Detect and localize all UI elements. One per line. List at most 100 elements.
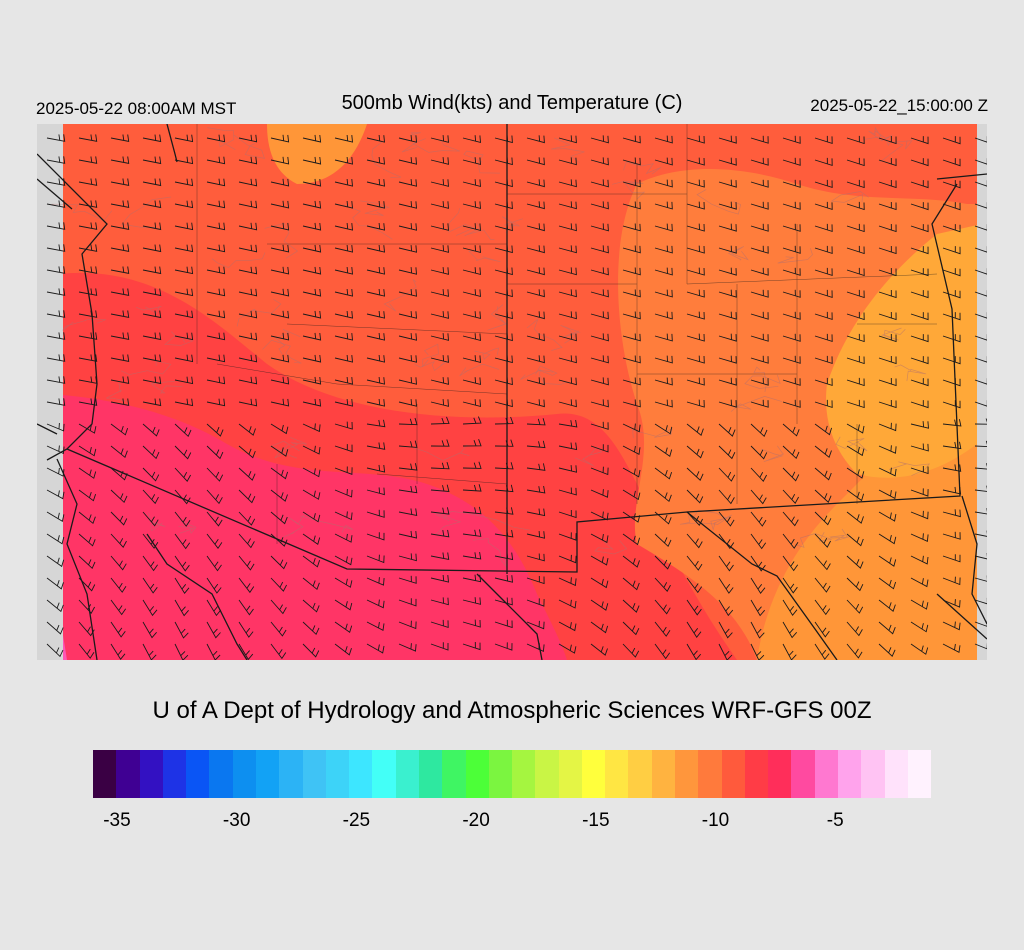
wind-barb — [878, 311, 897, 321]
wind-barb — [206, 599, 222, 617]
wind-barb — [398, 135, 418, 143]
wind-barb — [206, 354, 226, 363]
wind-barb — [206, 577, 222, 594]
colorbar-swatch — [675, 750, 699, 798]
wind-barb — [590, 289, 609, 298]
terrain-contour — [594, 540, 628, 555]
wind-barb — [334, 222, 354, 231]
wind-barb — [142, 621, 157, 639]
wind-barb — [526, 377, 545, 386]
terrain-contour — [744, 374, 781, 389]
colorbar-swatch — [395, 750, 419, 798]
wind-barb — [302, 467, 321, 478]
wind-barb — [750, 201, 769, 210]
wind-barb — [270, 134, 290, 143]
wind-barb — [782, 643, 797, 660]
wind-barb — [78, 533, 96, 547]
wind-barb — [782, 423, 800, 437]
colorbar-swatch — [139, 750, 163, 798]
terrain-contour — [300, 515, 354, 533]
wind-barb — [654, 245, 673, 254]
wind-barb — [878, 621, 896, 635]
wind-barb — [686, 467, 704, 481]
wind-barb — [398, 201, 418, 209]
temp-region-cold-pink — [47, 394, 567, 660]
wind-barb — [462, 377, 482, 385]
wind-barb — [302, 555, 321, 568]
wind-barb — [398, 289, 418, 297]
wind-barb — [142, 310, 162, 319]
wind-barb — [334, 288, 354, 297]
wind-barb — [590, 466, 609, 476]
wind-barb — [942, 599, 961, 608]
terrain-contour — [121, 196, 172, 228]
wind-barb — [974, 508, 987, 515]
wind-barb — [206, 310, 226, 319]
wind-barb — [974, 224, 987, 231]
wind-barb — [430, 223, 450, 231]
wind-barb — [206, 621, 221, 639]
wind-barb — [718, 355, 737, 364]
wind-barb — [910, 246, 929, 255]
wind-barb — [174, 134, 194, 143]
terrain-contour — [279, 437, 307, 454]
wind-barb — [558, 465, 578, 473]
wind-barb — [622, 245, 641, 254]
wind-barb — [622, 289, 641, 298]
wind-barb — [846, 511, 864, 524]
colorbar-swatch — [442, 750, 466, 798]
wind-barb — [238, 244, 258, 253]
wind-barb — [558, 135, 577, 144]
wind-barb — [590, 355, 609, 364]
wind-barb — [686, 157, 705, 166]
wind-barb — [334, 134, 354, 143]
wind-barb — [590, 179, 609, 188]
wind-barb — [302, 577, 320, 591]
wind-barb — [814, 423, 833, 436]
terrain-contour — [696, 189, 742, 215]
colorbar-swatch — [744, 750, 769, 798]
wind-barb — [174, 332, 194, 341]
colorbar-swatch — [698, 750, 722, 798]
wind-barb — [814, 555, 831, 571]
wind-barb — [558, 599, 577, 609]
wind-barb — [558, 532, 577, 541]
wind-barb — [206, 511, 223, 527]
terrain-contour — [888, 461, 931, 476]
wind-barb — [590, 135, 609, 144]
terrain-contour — [794, 532, 832, 548]
wind-barb — [814, 467, 832, 481]
temp-region-warm-north — [267, 124, 367, 184]
wind-barb — [270, 489, 288, 502]
terrain-contour — [632, 428, 673, 439]
wind-barb — [46, 398, 66, 406]
colorbar-tick-label: -25 — [342, 810, 371, 831]
wind-barb — [910, 533, 929, 542]
wind-barb — [238, 134, 258, 143]
wind-barb — [78, 577, 96, 592]
wind-barb — [942, 621, 961, 631]
wind-barb — [942, 224, 961, 233]
terrain-contour — [150, 381, 183, 394]
wind-barb — [718, 423, 736, 437]
wind-barb — [462, 416, 482, 425]
temperature-colorbar — [93, 750, 932, 798]
wind-barb — [142, 555, 158, 572]
wind-barb — [974, 400, 987, 407]
wind-barb — [974, 268, 987, 275]
wind-barb — [46, 533, 65, 545]
wind-barb — [942, 158, 961, 167]
wind-barb — [238, 332, 258, 341]
wind-barb — [878, 533, 897, 545]
wind-barb — [942, 202, 961, 211]
local-time-label: 2025-05-22 08:00AM MST — [36, 99, 237, 118]
wind-barb — [398, 575, 417, 584]
wind-barb — [46, 489, 65, 500]
wind-barb — [558, 377, 577, 386]
wind-barb — [270, 555, 288, 570]
wind-barb — [558, 245, 577, 254]
state-boundaries — [37, 124, 987, 660]
wind-barb — [46, 621, 64, 635]
wind-barb — [942, 246, 961, 255]
wind-barb — [750, 621, 765, 639]
